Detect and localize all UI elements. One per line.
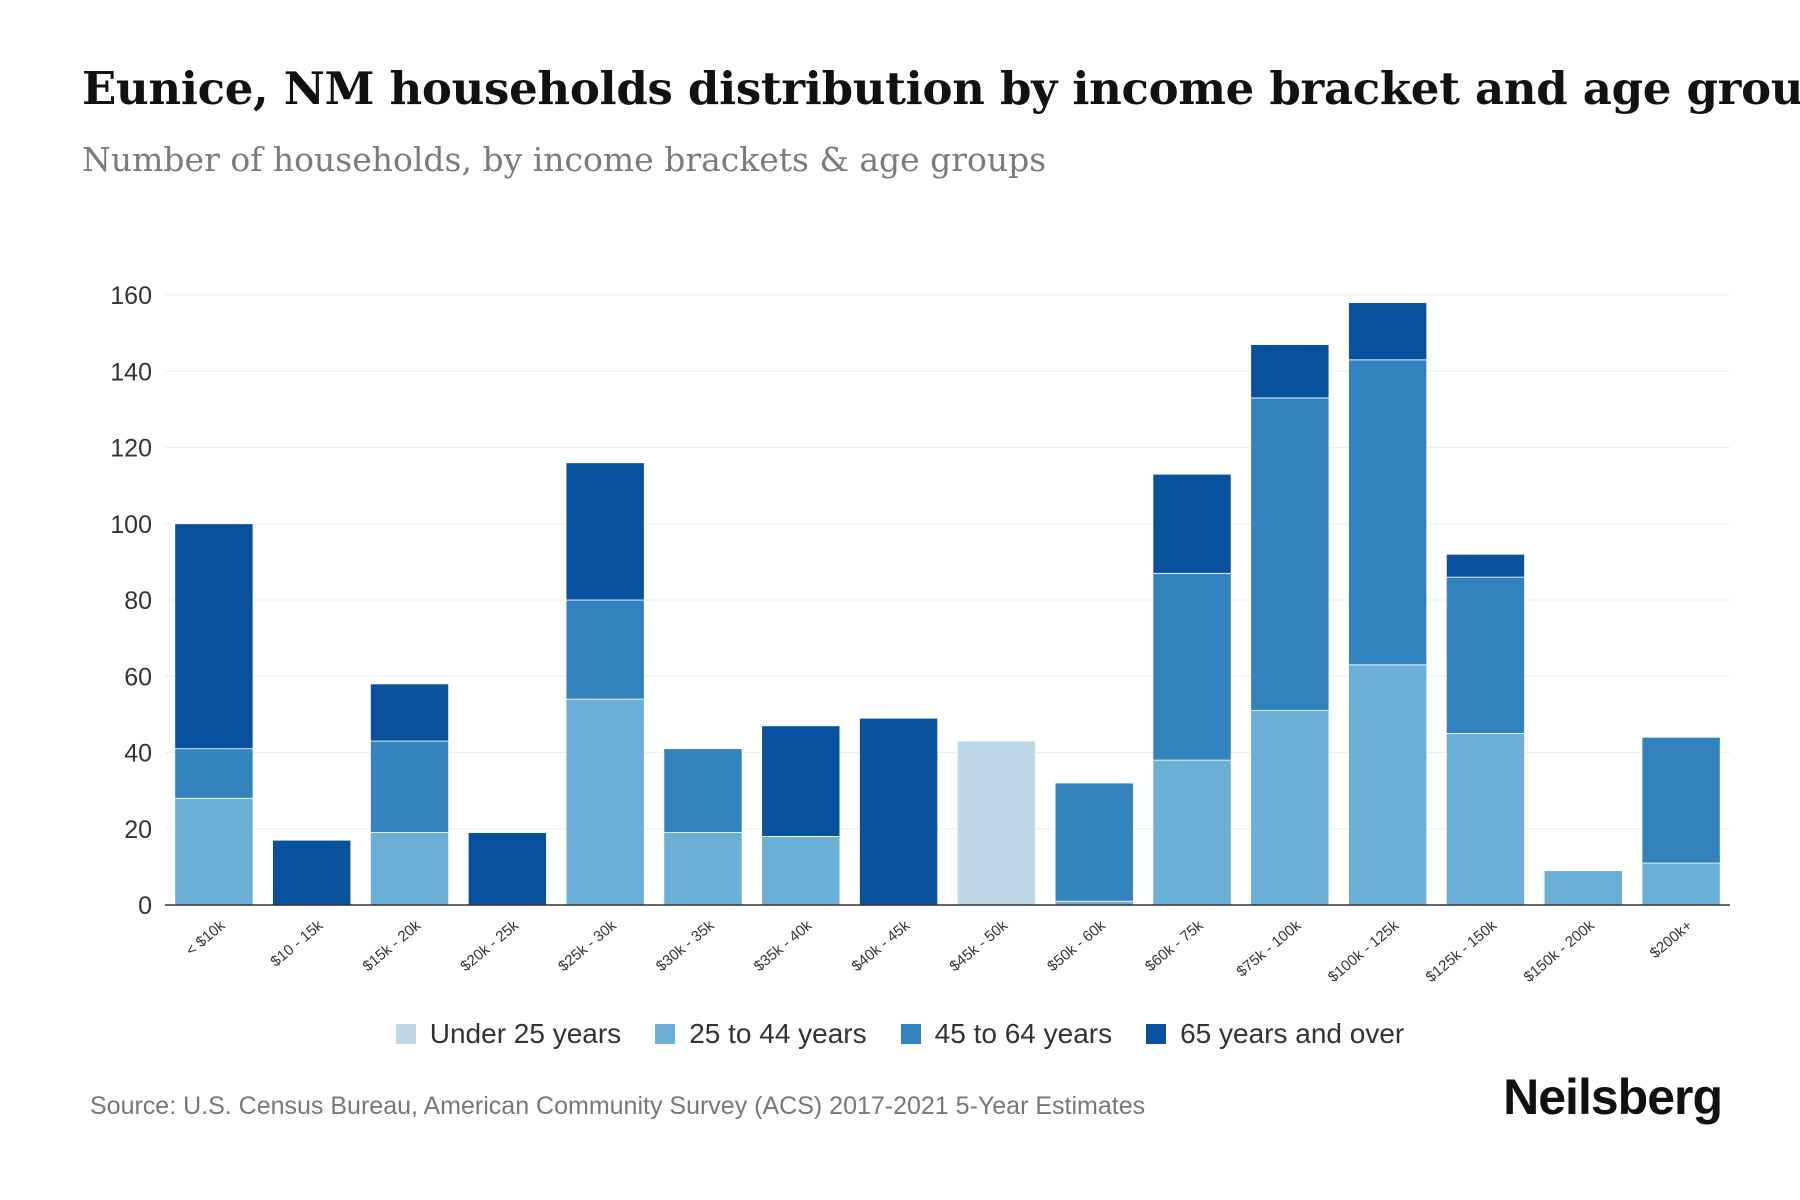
bar-segment	[370, 832, 450, 906]
y-tick-label: 80	[124, 587, 152, 615]
bar-segment	[663, 748, 743, 833]
x-tick-label: $60k - 75k	[1142, 917, 1207, 975]
legend-swatch	[395, 1024, 416, 1044]
bar-segment	[1348, 302, 1428, 361]
x-tick-label: $125k - 150k	[1423, 917, 1501, 986]
bar-segment	[174, 748, 254, 799]
x-tick-label: $75k - 100k	[1233, 917, 1304, 981]
legend-swatch	[655, 1024, 676, 1044]
bar-segment	[1641, 862, 1721, 906]
bar-segment	[1250, 344, 1330, 399]
chart-subtitle: Number of households, by income brackets…	[82, 140, 1047, 179]
bar-segment	[1054, 782, 1134, 902]
bar-segment	[663, 832, 743, 906]
brand-logo: Neilsberg	[1503, 1069, 1723, 1125]
legend-item-under-25: Under 25 years	[395, 1018, 622, 1050]
bar-segment	[1152, 473, 1232, 574]
stacked-bar-chart: 0 20 40 60 80 100 120 140 160 < $10k $10 - 15k $15k…	[110, 282, 1730, 986]
bar-segment	[1152, 572, 1232, 761]
bar-segment	[174, 797, 254, 906]
bar-segment	[761, 835, 841, 906]
y-tick-label: 140	[110, 358, 152, 386]
bar-segment	[565, 462, 645, 601]
bar-segment	[1445, 733, 1525, 906]
legend-item-25-44: 25 to 44 years	[655, 1018, 867, 1050]
legend-label: Under 25 years	[429, 1018, 622, 1049]
y-tick-label: 0	[138, 892, 152, 920]
legend-swatch	[1146, 1024, 1167, 1044]
x-tick-label: $10 - 15k	[267, 917, 326, 971]
bar-segment	[956, 740, 1036, 906]
x-tick-label: $40k - 45k	[849, 917, 914, 975]
x-tick-label: $20k - 25k	[457, 917, 522, 975]
x-tick-label: $30k - 35k	[653, 917, 718, 975]
legend-label: 25 to 44 years	[689, 1018, 867, 1049]
bar-segment	[1250, 710, 1330, 906]
x-tick-label: $45k - 50k	[946, 917, 1011, 975]
bar-segment	[565, 698, 645, 906]
bar-segment	[1445, 553, 1525, 578]
bar-segment	[174, 523, 254, 750]
bar-segment	[1641, 736, 1721, 864]
x-tick-label: < $10k	[183, 917, 229, 960]
chart-legend: Under 25 years 25 to 44 years 45 to 64 y…	[0, 1018, 1800, 1050]
y-tick-label: 40	[124, 740, 152, 768]
x-tick-label: $25k - 30k	[555, 917, 620, 975]
y-tick-label: 60	[124, 663, 152, 691]
x-tick-label: $50k - 60k	[1044, 917, 1109, 975]
bar-segment	[859, 717, 939, 906]
x-tick-label: $200k+	[1647, 917, 1696, 962]
x-tick-label: $150k - 200k	[1520, 917, 1598, 986]
bar-segment	[370, 683, 450, 742]
y-tick-label: 120	[110, 435, 152, 463]
bar-segment	[272, 839, 352, 906]
bar-segment	[1348, 359, 1428, 666]
bar-segment	[565, 599, 645, 700]
chart-title: Eunice, NM households distribution by in…	[82, 62, 1800, 115]
bar-segment	[1250, 397, 1330, 711]
y-tick-label: 160	[110, 282, 152, 310]
legend-item-45-64: 45 to 64 years	[900, 1018, 1113, 1050]
legend-label: 65 years and over	[1180, 1018, 1405, 1049]
bar-segment	[1152, 759, 1232, 906]
legend-item-65-over: 65 years and over	[1146, 1018, 1404, 1050]
y-tick-label: 100	[110, 511, 152, 539]
bar-segment	[370, 740, 450, 833]
bar-segment	[761, 725, 841, 837]
bar-segment	[1543, 870, 1623, 906]
y-tick-label: 20	[124, 816, 152, 844]
bar-segment	[1445, 576, 1525, 734]
bar-segment	[1348, 664, 1428, 906]
x-tick-label: $35k - 40k	[751, 917, 816, 975]
bar-segment	[467, 832, 547, 906]
legend-swatch	[900, 1024, 921, 1044]
x-tick-label: $15k - 20k	[360, 917, 425, 975]
source-note: Source: U.S. Census Bureau, American Com…	[90, 1092, 1146, 1120]
legend-label: 45 to 64 years	[934, 1018, 1113, 1049]
x-tick-label: $100k - 125k	[1325, 917, 1403, 986]
